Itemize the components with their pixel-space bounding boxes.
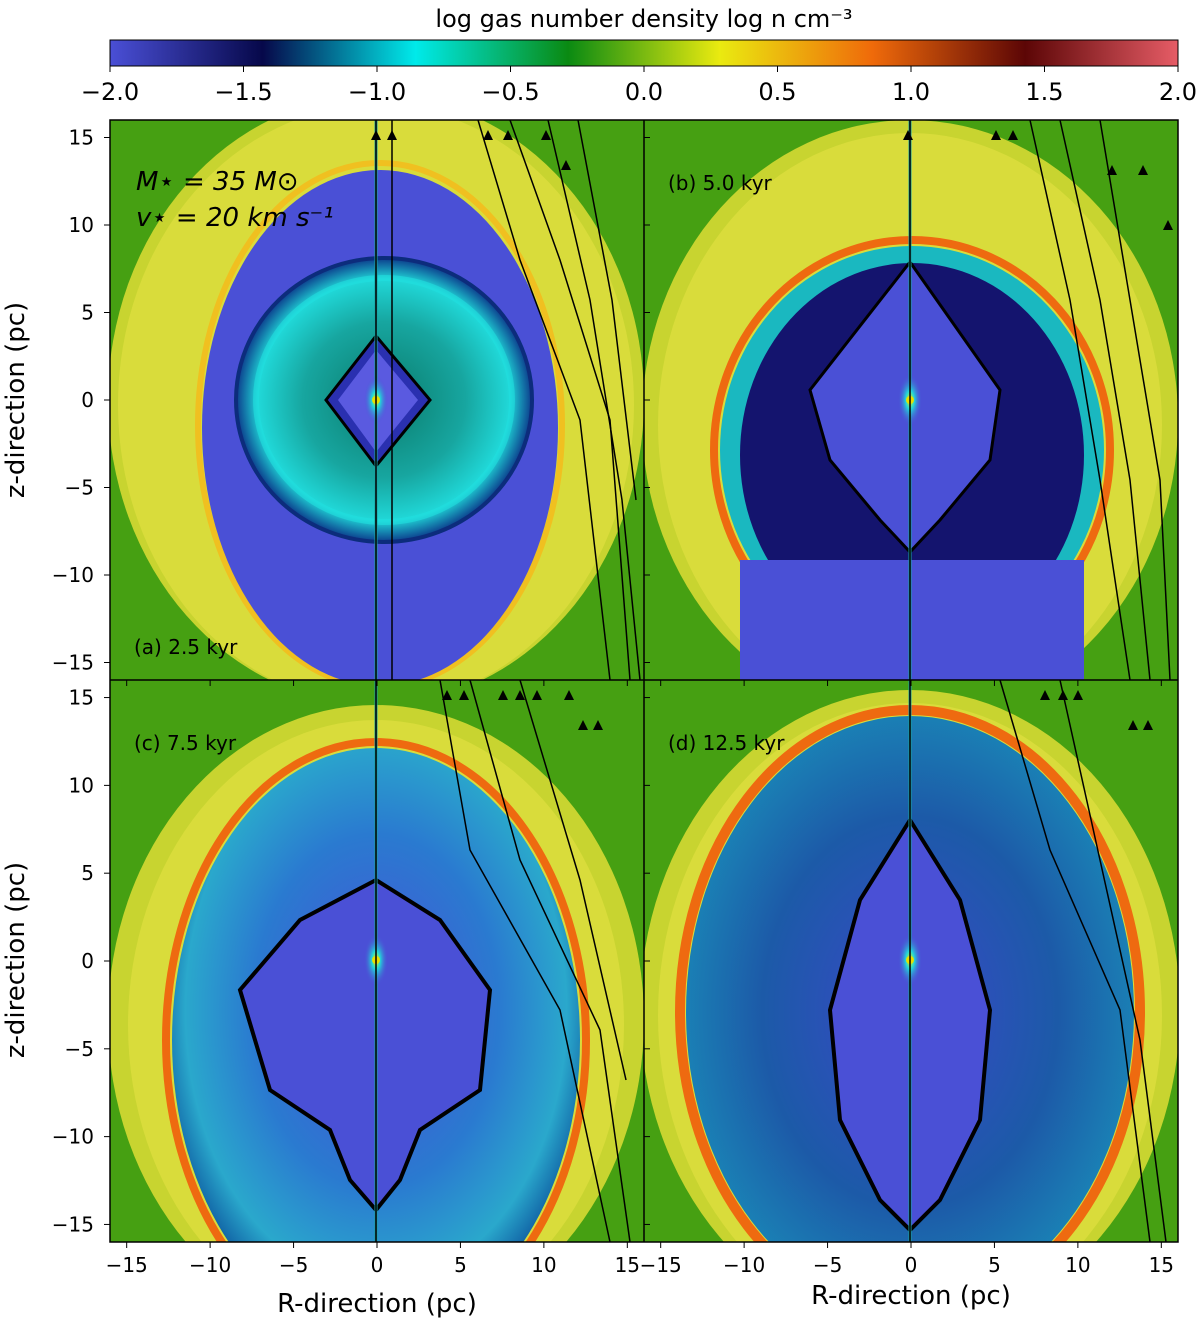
streamline	[477, 119, 611, 681]
streamline	[1059, 679, 1167, 1243]
panel-label-d: (d) 12.5 kyr	[668, 731, 785, 755]
colorbar-tick-label: −1.5	[214, 78, 272, 106]
xtick-label: 15	[615, 1253, 640, 1277]
colorbar-tick-label: 2.0	[1159, 78, 1197, 106]
xtick-label: 5	[988, 1253, 1001, 1277]
xtick-label: −5	[813, 1253, 842, 1277]
ytick-label: −10	[52, 563, 94, 587]
ytick-label: 5	[81, 301, 94, 325]
shock-front	[195, 160, 565, 680]
xlabel-right: R-direction (pc)	[811, 1281, 1011, 1311]
streamline	[469, 679, 631, 1243]
colorbar-tick-label: −1.0	[348, 78, 406, 106]
ytick-label: −10	[52, 1125, 94, 1149]
streamline	[577, 119, 637, 501]
streamlines	[375, 119, 1171, 1243]
velocity-annotation: v⋆ = 20 km s⁻¹	[136, 203, 334, 233]
panel-label-b: (b) 5.0 kyr	[668, 171, 773, 195]
xlabel-left: R-direction (pc)	[277, 1289, 477, 1319]
mass-annotation: M⋆ = 35 M⊙	[136, 167, 299, 197]
colorbar-tick-label: 1.5	[1025, 78, 1063, 106]
ytick-label: 10	[69, 213, 94, 237]
ytick-label: 0	[81, 388, 94, 412]
ytick-label: 15	[69, 686, 94, 710]
colorbar-tick-label: 1.0	[892, 78, 930, 106]
streamline	[439, 679, 611, 1243]
ylabel-bottom: z-direction (pc)	[1, 862, 31, 1058]
xtick-label: −15	[640, 1253, 682, 1277]
colorbar-tick-label: −0.5	[481, 78, 539, 106]
xtick-label: −5	[279, 1253, 308, 1277]
streamline	[509, 119, 631, 681]
xtick-label: 0	[905, 1253, 918, 1277]
xtick-label: 10	[1065, 1253, 1090, 1277]
panel-c	[110, 680, 644, 1242]
panel-label-c: (c) 7.5 kyr	[134, 731, 237, 755]
xtick-label: −10	[189, 1253, 231, 1277]
ytick-label: −5	[65, 476, 94, 500]
colorbar-tick-label: 0.0	[625, 78, 663, 106]
streamline	[1059, 119, 1151, 681]
xtick-label: 15	[1149, 1253, 1174, 1277]
ytick-label: −15	[52, 651, 94, 675]
ytick-label: −15	[52, 1212, 94, 1236]
colorbar-title: log gas number density log n cm⁻³	[435, 5, 852, 33]
ytick-label: 10	[69, 773, 94, 797]
panel-d	[644, 680, 1178, 1242]
panel-label-a: (a) 2.5 kyr	[134, 635, 238, 659]
ytick-label: 15	[69, 126, 94, 150]
panel-frames	[109, 119, 1179, 1243]
streamline	[999, 679, 1151, 1243]
colorbar-tick-label: −2.0	[81, 78, 139, 106]
streamline	[547, 119, 641, 681]
ytick-label: −5	[65, 1037, 94, 1061]
axis-ticks	[104, 137, 1162, 1248]
streamline	[519, 679, 627, 1081]
ytick-label: 0	[81, 949, 94, 973]
ylabel-top: z-direction (pc)	[1, 302, 31, 498]
xtick-label: 0	[371, 1253, 384, 1277]
streamline-arrows	[371, 130, 1173, 730]
colorbar-ticks: −2.0 −1.5 −1.0 −0.5 0.0 0.5 1.0 1.5 2.0	[81, 66, 1197, 106]
xtick-label: −10	[723, 1253, 765, 1277]
xtick-label: 10	[531, 1253, 556, 1277]
colorbar-tick-label: 0.5	[758, 78, 796, 106]
xtick-label: 5	[454, 1253, 467, 1277]
xtick-label: −15	[106, 1253, 148, 1277]
ytick-label: 5	[81, 861, 94, 885]
streamline	[1029, 119, 1131, 681]
colorbar	[109, 39, 1179, 67]
streamline	[1099, 119, 1171, 681]
